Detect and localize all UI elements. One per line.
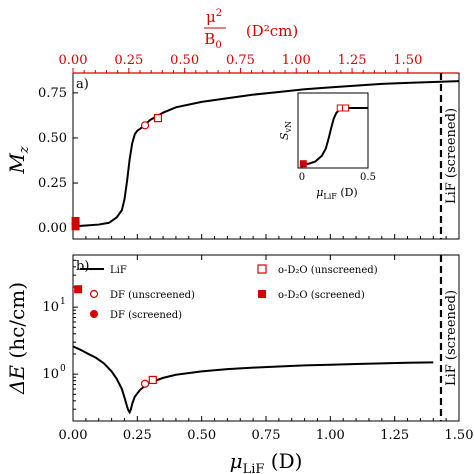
x-tick-label: 1.25 [380, 428, 409, 443]
y-tick-exponent: 0 [60, 364, 66, 374]
bottom-axis-title: μLiF (D) [230, 449, 303, 474]
top-axis-unit: (D²cm) [246, 22, 298, 40]
panel-b-label: b) [76, 259, 89, 274]
panel-b-plot: LiF (screened) [72, 255, 459, 421]
inset-frame [297, 92, 369, 169]
legend-symbol-filled-square [258, 290, 266, 298]
marker-o-d2o-unscreened [153, 114, 163, 123]
series-lif-line [72, 345, 434, 415]
legend-symbol-open-circle [89, 289, 99, 299]
x-tick-label: 0.25 [123, 428, 152, 443]
inset-marker-open [342, 104, 350, 112]
y-tick-label: 0.50 [38, 131, 67, 146]
inset-line [301, 107, 368, 166]
marker-o-d2o-unscreened [148, 375, 157, 385]
lif-screened-label: LiF (screened) [444, 108, 459, 204]
top-tick-label: 0.50 [170, 53, 199, 68]
panel-a-y-ticks: 0.00 0.25 0.50 0.75 [38, 86, 78, 236]
top-axis-numerator: μ2 [206, 8, 222, 26]
top-axis-ticks: 0.00 0.25 0.50 0.75 1.00 1.25 1.50 [59, 53, 459, 74]
y-tick-label: 10 [42, 367, 59, 382]
panel-b-frame [72, 254, 460, 422]
series-lif-line [72, 80, 460, 228]
marker-o-d2o-screened [74, 285, 83, 294]
y-tick-label: 0.00 [38, 221, 67, 236]
panel-b-y-axis-title: ΔE (hc/cm) [5, 282, 29, 395]
top-tick-label: 1.50 [393, 53, 422, 68]
inset-x-tick-label: 0.5 [360, 172, 376, 183]
x-tick-label: 1.50 [445, 428, 474, 443]
legend: LiF DF (unscreened) DF (screened) o-D₂O (un… [80, 264, 378, 321]
panel-a-plot: LiF (screened) [71, 73, 460, 239]
inset-marker-filled [299, 160, 307, 168]
legend-symbol-open-square [257, 264, 267, 274]
x-tick-label: 0.75 [252, 428, 281, 443]
top-tick-label: 1.00 [282, 53, 311, 68]
marker-o-d2o-screened [71, 216, 80, 225]
inset-x-axis-title: μLiF (D) [316, 186, 357, 201]
top-tick-label: 0.75 [226, 53, 255, 68]
legend-label: DF (unscreened) [110, 290, 195, 301]
panel-a-label: a) [76, 77, 89, 92]
legend-label: o-D₂O (screened) [278, 290, 365, 301]
legend-symbol-filled-circle [90, 310, 98, 318]
y-tick-exponent: 1 [60, 297, 66, 307]
marker-o-d2o-screened [71, 222, 80, 231]
y-tick-label: 0.25 [38, 176, 67, 191]
x-tick-label: 0.00 [59, 428, 88, 443]
y-tick-label: 10 [42, 300, 59, 315]
inset-y-axis-title: SvN [278, 121, 293, 140]
y-tick-label: 0.75 [38, 86, 67, 101]
legend-label: o-D₂O (unscreened) [278, 265, 378, 276]
x-tick-label: 1.00 [316, 428, 345, 443]
top-axis-title: μ2 B0 (D²cm) [204, 8, 298, 51]
x-tick-label: 0.50 [187, 428, 216, 443]
panel-a-y-axis-title: Mz [5, 146, 32, 174]
top-tick-label: 0.25 [114, 53, 143, 68]
lif-screened-label: LiF (screened) [444, 290, 459, 386]
top-tick-label: 1.25 [338, 53, 367, 68]
marker-df-unscreened [140, 379, 150, 388]
bottom-axis-ticks: 0.00 0.25 0.50 0.75 1.00 1.25 1.50 [59, 234, 474, 443]
marker-df-unscreened [140, 121, 150, 130]
legend-label: DF (screened) [110, 310, 182, 321]
top-axis-denominator: B0 [204, 30, 221, 51]
inset-x-tick-label: 0 [299, 172, 305, 183]
legend-label: LiF [110, 265, 127, 276]
top-tick-label: 0.00 [59, 53, 88, 68]
